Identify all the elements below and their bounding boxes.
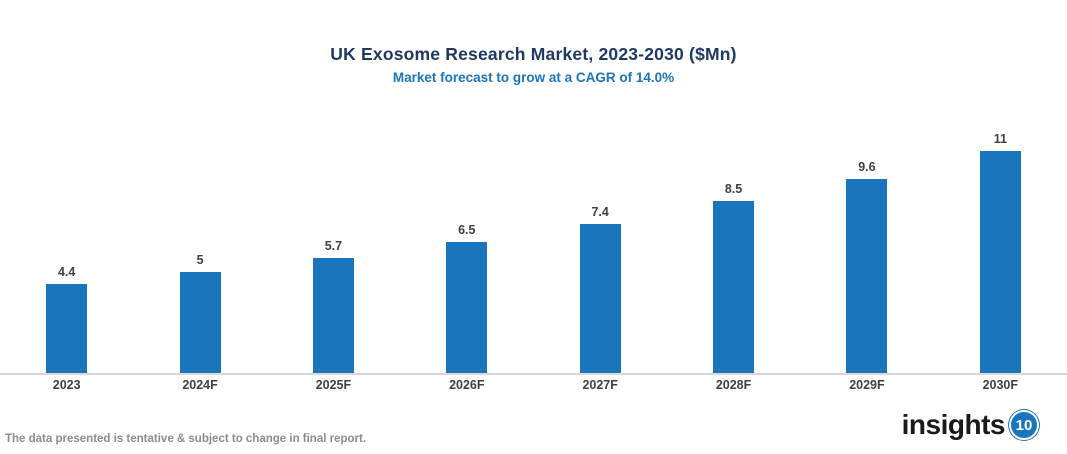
- bar-group: 5.7: [267, 239, 400, 373]
- insights10-logo: insights 10: [902, 410, 1039, 440]
- logo-wordmark: insights: [901, 409, 1006, 440]
- bar: [179, 272, 221, 373]
- x-axis-line: [0, 373, 1067, 375]
- x-axis-label: 2025F: [315, 378, 352, 392]
- bar-group: 8.5: [667, 182, 800, 373]
- bar-group: 4.4: [0, 265, 133, 373]
- bar-value-label: 6.5: [458, 223, 476, 237]
- logo-badge-10-icon: 10: [1009, 410, 1039, 440]
- bar-group: 5: [133, 253, 266, 373]
- x-axis-label: 2029F: [849, 378, 885, 392]
- x-axis-label: 2027F: [582, 378, 618, 392]
- bar: [46, 284, 88, 373]
- bar: [846, 179, 888, 373]
- bar-value-label: 9.6: [858, 160, 876, 174]
- bar-value-label: 7.4: [591, 205, 609, 219]
- bar: [312, 258, 354, 373]
- bar-group: 6.5: [400, 223, 533, 373]
- x-axis-labels: 2023 2024F 2025F 2026F 2027F 2028F 2029F 2030F: [0, 378, 1067, 392]
- bar-value-label: 5.7: [324, 239, 343, 253]
- chart-title: UK Exosome Research Market, 2023-2030 ($…: [330, 44, 737, 64]
- x-axis-label: 2030F: [982, 378, 1019, 392]
- x-axis-label: 2024F: [182, 378, 218, 392]
- bar: [713, 201, 755, 373]
- chart-header: UK Exosome Research Market, 2023-2030 ($…: [0, 44, 1067, 85]
- bar-value-label: 4.4: [57, 265, 76, 279]
- bar-plot-area: 4.4 5 5.7 6.5 7.4 8.5 9.6 11: [0, 100, 1067, 373]
- bar-group: 7.4: [534, 205, 667, 373]
- x-axis-label: 2026F: [449, 378, 485, 392]
- bar: [979, 151, 1021, 373]
- disclaimer-note: The data presented is tentative & subjec…: [5, 433, 367, 445]
- bar-value-label: 5: [196, 253, 204, 267]
- bar: [446, 242, 488, 373]
- bar: [579, 224, 621, 373]
- bar-value-label: 8.5: [724, 182, 743, 196]
- bar-group: 9.6: [800, 160, 933, 373]
- x-axis-label: 2028F: [715, 378, 752, 392]
- x-axis-label: 2023: [52, 378, 81, 392]
- bar-group: 11: [934, 132, 1067, 373]
- bar-value-label: 11: [993, 132, 1007, 146]
- chart-subtitle: Market forecast to grow at a CAGR of 14.…: [392, 70, 675, 85]
